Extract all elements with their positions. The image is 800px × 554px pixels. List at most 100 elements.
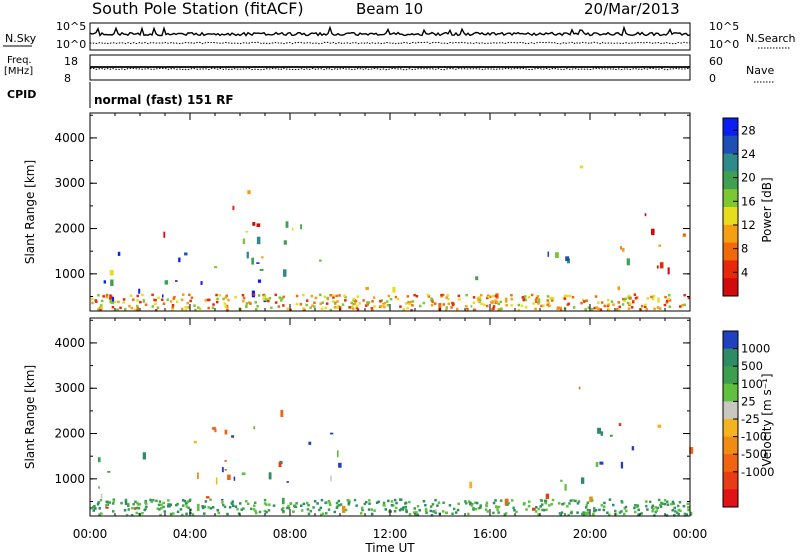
heatmap-cell: [197, 503, 200, 512]
heatmap-cell: [358, 302, 361, 305]
heatmap-cell: [425, 509, 428, 513]
nsearch-tick-bottom: 10^0: [709, 38, 739, 51]
heatmap-cell: [664, 295, 667, 299]
heatmap-cell: [280, 409, 284, 418]
heatmap-cell: [218, 294, 222, 297]
heatmap-cell: [323, 295, 327, 298]
heatmap-cell: [158, 500, 162, 503]
heatmap-cell: [338, 504, 341, 507]
heatmap-cell: [307, 503, 310, 507]
heatmap-cell: [286, 307, 289, 311]
heatmap-cell: [413, 511, 416, 514]
heatmap-cell: [430, 304, 434, 307]
heatmap-cell: [353, 302, 357, 305]
heatmap-cell: [578, 386, 581, 390]
y-tick-label: 2000: [54, 427, 85, 441]
heatmap-cell: [122, 298, 126, 301]
heatmap-cell: [379, 300, 382, 303]
heatmap-cell: [404, 502, 407, 505]
heatmap-cell: [584, 308, 587, 311]
heatmap-cell: [676, 511, 679, 514]
heatmap-cell: [286, 481, 289, 483]
heatmap-cell: [447, 302, 451, 306]
heatmap-cell: [93, 507, 97, 510]
heatmap-cell: [356, 308, 360, 311]
heatmap-cell: [110, 296, 115, 304]
heatmap-cell: [98, 486, 100, 489]
heatmap-cell: [458, 298, 461, 301]
heatmap-cell: [354, 299, 358, 303]
heatmap-cell: [185, 501, 188, 505]
heatmap-cell: [418, 509, 421, 512]
heatmap-cell: [352, 302, 355, 306]
heatmap-cell: [179, 508, 183, 511]
heatmap-cell: [100, 493, 103, 499]
heatmap-cell: [116, 308, 119, 311]
colorbar-segment: [723, 331, 738, 349]
heatmap-cell: [160, 503, 163, 506]
heatmap-cell: [510, 294, 513, 297]
heatmap-cell: [382, 501, 386, 505]
heatmap-cell: [216, 300, 219, 304]
heatmap-cell: [399, 305, 402, 308]
heatmap-cell: [274, 293, 277, 297]
heatmap-cell: [224, 459, 227, 462]
y-tick-label: 4000: [54, 336, 85, 350]
heatmap-cell: [217, 511, 221, 515]
heatmap-cell: [124, 502, 128, 505]
heatmap-cell: [430, 299, 433, 302]
heatmap-cell: [415, 511, 418, 514]
heatmap-cell: [543, 508, 546, 512]
heatmap-cell: [231, 500, 234, 503]
y-tick-label: 4000: [54, 131, 85, 145]
heatmap-cell: [127, 504, 130, 507]
heatmap-cell: [176, 502, 179, 506]
heatmap-cell: [336, 504, 339, 508]
heatmap-cell: [663, 303, 667, 307]
heatmap-cell: [618, 305, 621, 309]
heatmap-cell: [539, 505, 542, 508]
heatmap-cell: [687, 508, 690, 512]
y-tick-label: 1000: [54, 267, 85, 281]
heatmap-cell: [404, 507, 408, 510]
heatmap-cell: [335, 501, 339, 505]
heatmap-cell: [338, 462, 342, 468]
heatmap-cell: [395, 501, 398, 505]
heatmap-cell: [300, 224, 302, 230]
heatmap-cell: [141, 293, 144, 297]
heatmap-cell: [232, 205, 235, 211]
heatmap-cell: [366, 303, 369, 306]
heatmap-cell: [377, 500, 380, 503]
heatmap-cell: [425, 511, 428, 515]
heatmap-cell: [506, 503, 509, 506]
heatmap-cell: [257, 279, 262, 283]
heatmap-cell: [144, 501, 147, 504]
heatmap-cell: [280, 508, 284, 511]
heatmap-cell: [97, 308, 100, 311]
heatmap-cell: [138, 288, 141, 294]
heatmap-cell: [627, 294, 631, 298]
heatmap-cell: [658, 244, 662, 247]
heatmap-cell: [224, 305, 227, 308]
heatmap-cell: [457, 294, 461, 298]
heatmap-cell: [507, 502, 511, 505]
heatmap-cell: [616, 308, 619, 311]
heatmap-cell: [666, 503, 670, 506]
heatmap-cell: [555, 252, 559, 258]
heatmap-cell: [222, 297, 225, 301]
x-axis-label: Time UT: [364, 541, 415, 554]
heatmap-cell: [150, 500, 153, 504]
heatmap-cell: [281, 507, 285, 510]
heatmap-cell: [268, 296, 272, 300]
heatmap-cell: [341, 303, 345, 306]
heatmap-cell: [491, 300, 494, 303]
heatmap-cell: [524, 306, 528, 309]
heatmap-cell: [639, 308, 643, 311]
heatmap-cell: [475, 501, 479, 505]
heatmap-cell: [97, 501, 100, 504]
heatmap-cell: [249, 507, 253, 511]
heatmap-cell: [576, 511, 579, 514]
heatmap-cell: [106, 500, 109, 504]
heatmap-cell: [227, 474, 231, 480]
